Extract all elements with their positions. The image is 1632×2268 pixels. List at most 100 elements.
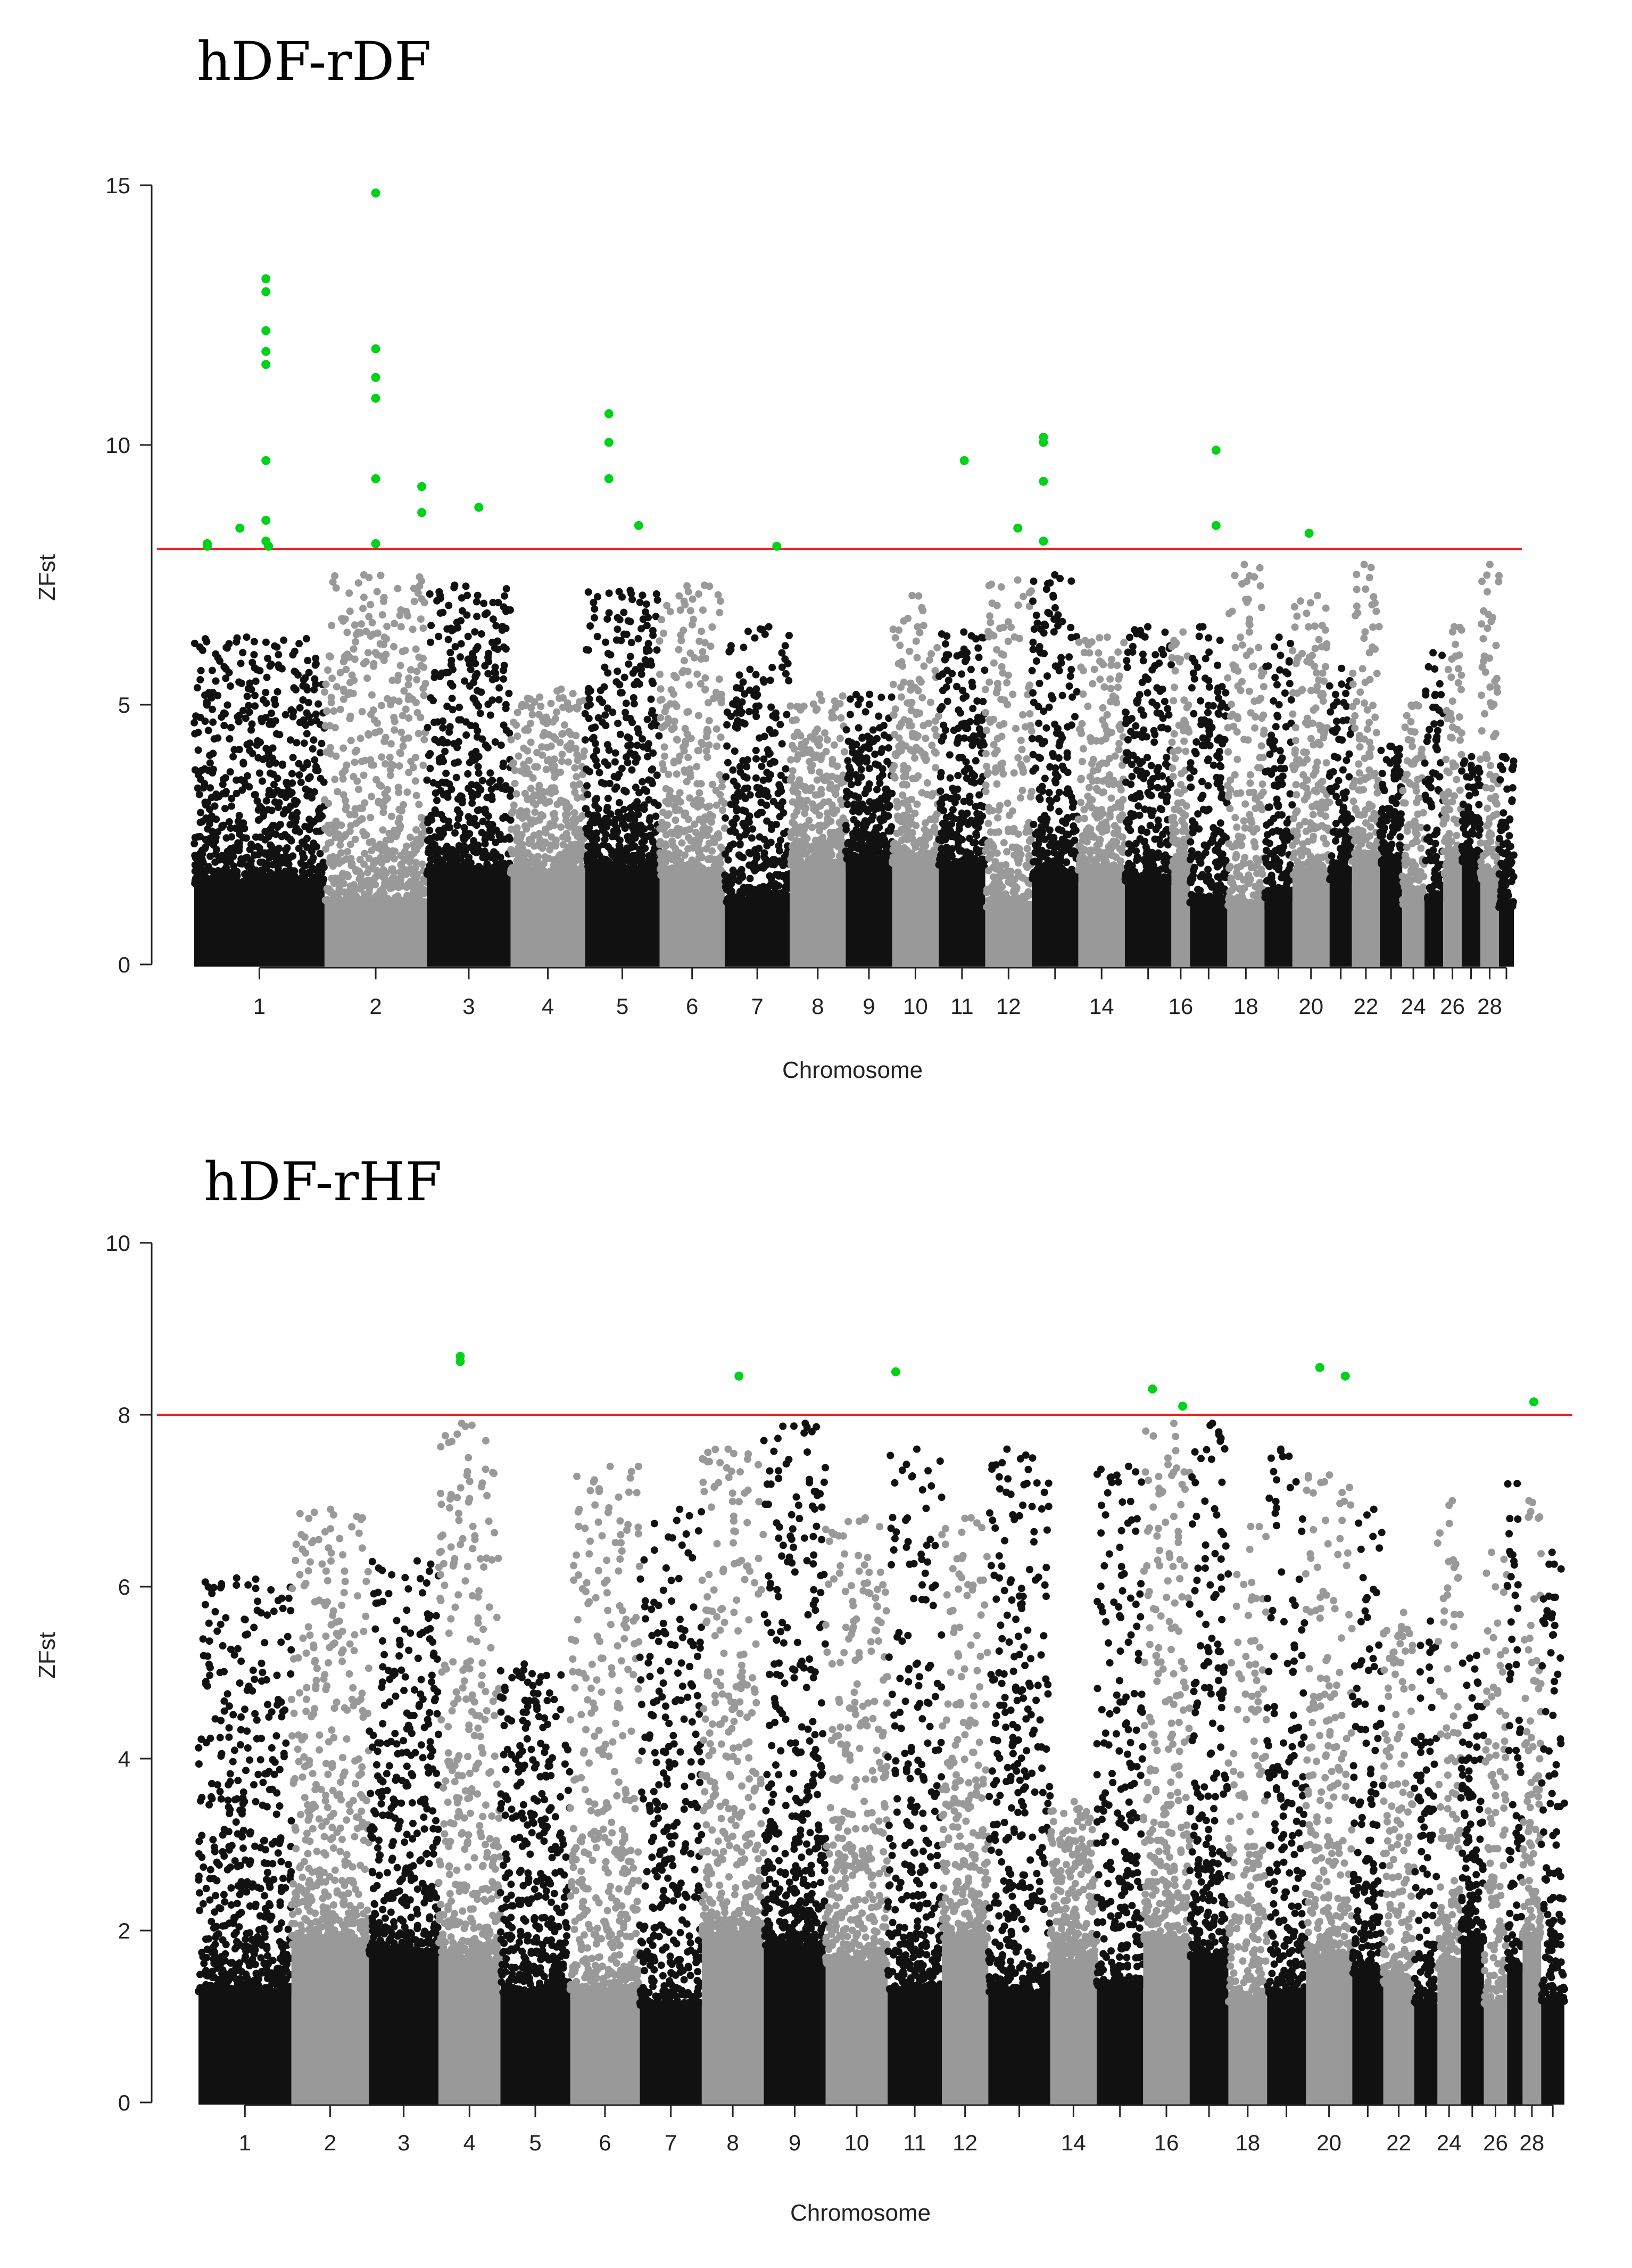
outlier-point: [772, 541, 782, 551]
outlier-point: [264, 541, 274, 551]
dense-point-band: [1078, 870, 1125, 967]
chromosome-21-points: [1326, 664, 1356, 967]
snp-points: [884, 1445, 946, 1994]
dense-point-band: [1097, 1985, 1144, 2105]
dense-point-band: [985, 907, 1032, 967]
outlier-point: [261, 326, 271, 335]
x-tick-label: 3: [397, 2130, 410, 2155]
chromosome-3-points: [365, 1557, 443, 2105]
dense-point-band: [1292, 875, 1330, 967]
x-tick-label: 20: [1298, 994, 1323, 1019]
snp-points: [507, 685, 589, 877]
chromosome-1-points: [190, 633, 328, 967]
x-axis-label: Chromosome: [782, 1057, 923, 1083]
dense-point-band: [1522, 1938, 1542, 2105]
snp-points: [938, 1514, 992, 1942]
outlier-point: [1178, 1401, 1188, 1411]
dense-point-band: [500, 1993, 570, 2105]
outlier-point: [261, 516, 271, 525]
snp-points: [1261, 633, 1296, 902]
snp-points: [1457, 1652, 1487, 1945]
snp-points: [1398, 701, 1428, 909]
outlier-point: [1211, 446, 1221, 455]
dense-point-band: [438, 1959, 501, 2105]
snp-points: [656, 581, 728, 880]
snp-points: [1263, 1445, 1310, 1997]
dense-point-band: [942, 1938, 989, 2105]
chromosome-26-points: [1439, 623, 1465, 967]
chromosome-25-points: [1421, 649, 1447, 967]
x-tick-label: 8: [811, 994, 824, 1019]
chromosome-27-points: [1458, 753, 1484, 967]
significant-points: [203, 188, 1314, 551]
chromosome-20-points: [1302, 1471, 1356, 2105]
chromosome-12-points: [938, 1514, 992, 2105]
x-tick-label: 16: [1154, 2130, 1179, 2155]
chart-title: hDF-rDF: [197, 30, 432, 93]
x-tick-label: 26: [1483, 2130, 1508, 2155]
outlier-point: [734, 1371, 744, 1381]
outlier-point: [261, 287, 271, 296]
chromosome-7-points: [721, 623, 793, 967]
snp-points: [1288, 592, 1333, 879]
chromosome-18-points: [1224, 1522, 1271, 2105]
dense-point-band: [1352, 861, 1380, 967]
dense-point-band: [1267, 1992, 1306, 2105]
y-axis-label: ZFst: [34, 1632, 60, 1679]
x-tick-label: 28: [1477, 994, 1502, 1019]
outlier-point: [235, 523, 245, 533]
dense-point-band: [1264, 897, 1293, 967]
chromosome-17-points: [1186, 623, 1231, 967]
outlier-point: [1340, 1371, 1350, 1381]
snp-points: [1411, 1617, 1440, 2008]
snp-points: [1376, 743, 1406, 868]
chromosome-4-points: [435, 1420, 504, 2105]
outlier-point: [203, 541, 212, 551]
dense-point-band: [198, 1991, 292, 2105]
x-tick-label: 18: [1233, 994, 1258, 1019]
x-tick-label: 26: [1440, 994, 1465, 1019]
snp-points: [287, 1505, 372, 1949]
outlier-point: [261, 274, 271, 284]
x-tick-label: 6: [686, 994, 698, 1019]
outlier-point: [261, 456, 271, 465]
chromosome-13-points: [984, 1445, 1054, 2105]
snp-points: [1495, 753, 1518, 911]
chromosome-5-points: [496, 1660, 574, 2105]
dense-point-band: [892, 864, 939, 967]
outlier-point: [455, 1357, 465, 1366]
chromosome-6-points: [566, 1462, 643, 2105]
x-tick-label: 12: [996, 994, 1021, 1019]
outlier-point: [1529, 1397, 1538, 1407]
chromosome-28-points: [1477, 560, 1503, 967]
x-tick-label: 12: [952, 2130, 977, 2155]
y-tick-label: 5: [118, 692, 130, 717]
dense-point-band: [510, 873, 585, 967]
outlier-point: [891, 1367, 900, 1376]
chromosome-8-points: [786, 690, 849, 967]
snp-points: [981, 576, 1035, 911]
dense-point-band: [194, 883, 325, 967]
outlier-point: [371, 188, 380, 198]
snp-points: [1434, 1497, 1464, 1974]
snp-points: [190, 633, 328, 887]
snp-points: [496, 1660, 574, 1998]
snp-points: [566, 1462, 643, 1995]
outlier-point: [1315, 1363, 1324, 1372]
outlier-point: [371, 393, 380, 403]
outlier-point: [1148, 1384, 1157, 1394]
x-tick-label: 24: [1401, 994, 1426, 1019]
dense-point-band: [427, 874, 511, 967]
dense-point-band: [701, 1935, 764, 2105]
snp-points: [1348, 1505, 1387, 1979]
chromosome-16-points: [1168, 628, 1194, 967]
significant-points: [455, 1351, 1538, 1411]
chromosome-21-points: [1348, 1505, 1387, 2105]
x-tick-label: 5: [529, 2130, 541, 2155]
x-tick-label: 22: [1354, 994, 1379, 1019]
dense-point-band: [1306, 1960, 1353, 2105]
